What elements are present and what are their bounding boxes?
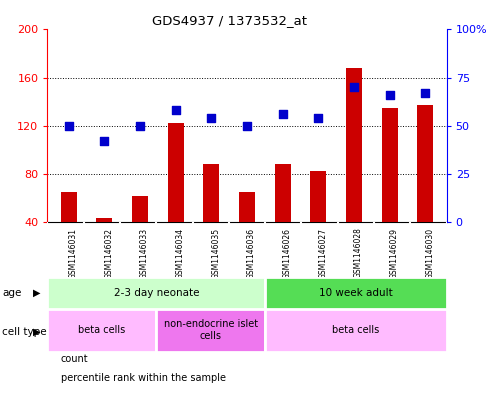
Text: GSM1146036: GSM1146036: [247, 228, 256, 279]
Text: ▶: ▶: [33, 288, 41, 298]
Point: [136, 123, 144, 129]
Point: [314, 115, 322, 121]
Text: percentile rank within the sample: percentile rank within the sample: [61, 373, 226, 383]
Bar: [274, 164, 290, 222]
Bar: [239, 192, 255, 222]
Text: GSM1146027: GSM1146027: [318, 228, 327, 279]
Text: GSM1146032: GSM1146032: [104, 228, 113, 279]
Text: ▶: ▶: [33, 327, 41, 337]
Bar: [168, 123, 184, 222]
Bar: [417, 105, 433, 222]
Bar: [47, 277, 265, 309]
Point: [421, 90, 429, 96]
Bar: [61, 192, 77, 222]
Text: GSM1146035: GSM1146035: [212, 228, 221, 279]
Point: [278, 111, 286, 118]
Text: GDS4937 / 1373532_at: GDS4937 / 1373532_at: [152, 14, 307, 27]
Bar: [132, 196, 148, 222]
Point: [100, 138, 108, 144]
Point: [386, 92, 394, 98]
Bar: [310, 171, 326, 222]
Text: GSM1146028: GSM1146028: [354, 228, 363, 278]
Text: 10 week adult: 10 week adult: [319, 288, 393, 298]
Bar: [156, 309, 265, 352]
Bar: [382, 108, 398, 222]
Bar: [346, 68, 362, 222]
Text: 2-3 day neonate: 2-3 day neonate: [114, 288, 199, 298]
Text: GSM1146033: GSM1146033: [140, 228, 149, 279]
Text: GSM1146030: GSM1146030: [425, 228, 434, 279]
Point: [65, 123, 73, 129]
Bar: [47, 309, 156, 352]
Text: GSM1146031: GSM1146031: [69, 228, 78, 279]
Bar: [96, 219, 112, 222]
Bar: [204, 164, 220, 222]
Bar: [265, 277, 447, 309]
Text: beta cells: beta cells: [78, 325, 125, 335]
Point: [172, 107, 180, 114]
Text: beta cells: beta cells: [332, 325, 380, 335]
Text: cell type: cell type: [2, 327, 47, 337]
Point: [243, 123, 251, 129]
Text: count: count: [61, 354, 88, 364]
Bar: [265, 309, 447, 352]
Text: age: age: [2, 288, 22, 298]
Text: GSM1146026: GSM1146026: [282, 228, 291, 279]
Point: [208, 115, 216, 121]
Point: [350, 84, 358, 90]
Text: GSM1146029: GSM1146029: [390, 228, 399, 279]
Text: GSM1146034: GSM1146034: [176, 228, 185, 279]
Text: non-endocrine islet
cells: non-endocrine islet cells: [164, 320, 258, 341]
